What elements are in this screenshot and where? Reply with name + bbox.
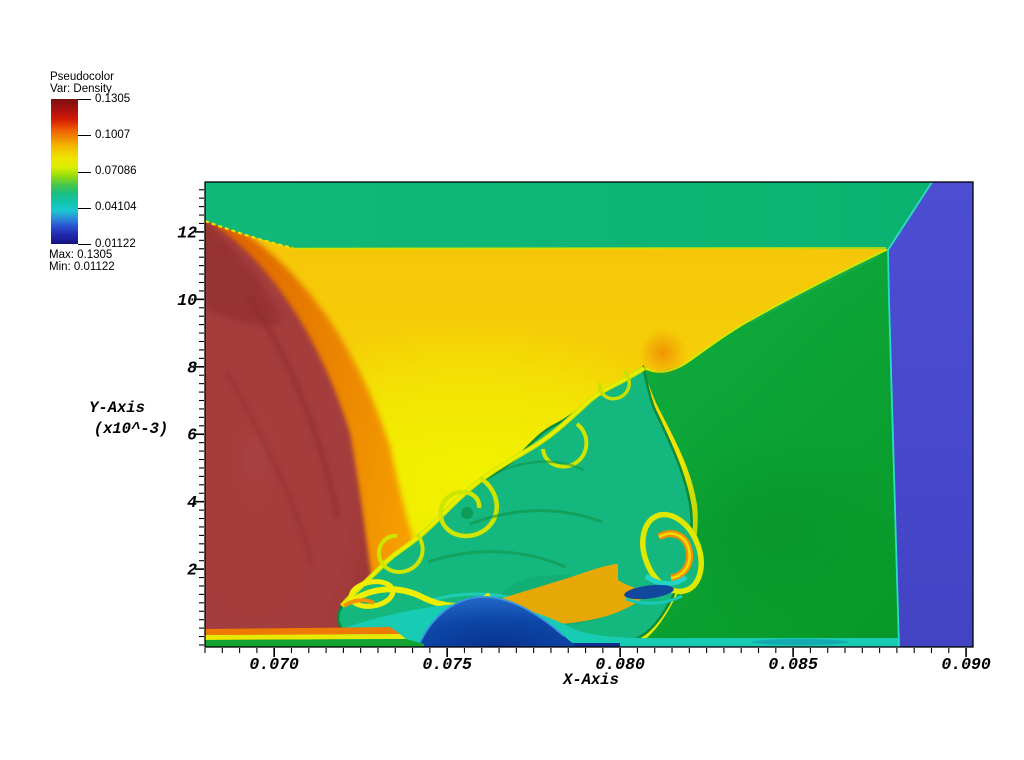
x-axis-title: X-Axis — [562, 671, 619, 689]
y-tick-label: 2 — [187, 561, 197, 580]
plot-border — [204, 181, 974, 648]
x-tick-label: 0.085 — [768, 655, 818, 674]
orange-dash — [342, 598, 375, 608]
legend-tick-label: 0.01122 — [95, 237, 136, 250]
green-diagonal-tint — [749, 253, 881, 324]
y-tick-label: 8 — [187, 358, 197, 377]
navy-hump-rim — [417, 595, 565, 647]
tongue-cyan-crescent — [644, 573, 688, 587]
legend-tick-line — [78, 244, 91, 245]
vortex-curl — [598, 369, 631, 401]
legend-tick-label: 0.1007 — [95, 128, 131, 141]
y-axis-ticks — [195, 189, 204, 646]
vortex-curl-core — [461, 507, 473, 519]
legend-tick-label: 0.04104 — [95, 201, 137, 214]
legend-min-label: Min: 0.01122 — [49, 261, 115, 273]
region-top-band — [205, 182, 932, 249]
legend-tick-line — [78, 135, 91, 137]
y-axis-title-line1: Y-Axis — [89, 399, 145, 417]
bottom-stripe-green — [205, 639, 424, 647]
y-axis-tick-labels: 2 4 6 8 10 12 — [177, 223, 197, 579]
legend-title: Pseudocolor — [50, 71, 114, 83]
band-edge-line — [292, 247, 887, 250]
shock-orange-blush — [639, 329, 687, 377]
colorbar-gradient — [51, 99, 78, 244]
legend-tick-line — [78, 171, 91, 173]
legend-tick-label: 0.1305 — [95, 92, 131, 105]
plot-canvas[interactable] — [195, 182, 973, 660]
y-tick-label: 12 — [177, 223, 197, 242]
green-shade — [645, 430, 905, 630]
red-streak — [224, 370, 314, 565]
x-tick-label: 0.090 — [941, 655, 991, 674]
x-tick-label: 0.070 — [249, 655, 299, 674]
pool-green-arc — [427, 550, 567, 569]
colorbar-legend: Pseudocolor Var: Density 0.1305 0.1007 0.0… — [49, 71, 209, 281]
bottom-smudge — [752, 639, 848, 645]
bottom-stripe-yellow — [205, 634, 406, 640]
legend-tick-label: 0.07086 — [95, 165, 137, 177]
cyan-arc — [625, 594, 683, 605]
region-blue-column — [888, 182, 973, 647]
pool-green-arc — [469, 509, 603, 526]
tongue-core-highlight — [658, 532, 691, 580]
legend-max-label: Max: 0.1305 — [49, 249, 113, 261]
pool-green-arc — [497, 460, 585, 474]
navy-streak — [624, 584, 674, 600]
x-tick-label: 0.075 — [422, 655, 472, 674]
bottom-stripe-orange — [205, 627, 400, 635]
y-tick-label: 10 — [177, 291, 197, 310]
yellow-ring — [348, 579, 396, 609]
blue-cyan-edge — [887, 182, 933, 647]
x-axis-ticks — [204, 648, 967, 657]
x-tick-label: 0.080 — [595, 655, 645, 674]
band-red-dotted-boundary — [205, 219, 294, 250]
y-axis-title-line2: (x10^-3) — [94, 420, 168, 438]
y-tick-label: 4 — [187, 493, 197, 512]
x-axis-tick-labels: 0.070 0.075 0.080 0.085 0.090 — [249, 655, 990, 674]
y-tick-label: 6 — [187, 426, 197, 445]
vortex-curl — [438, 476, 499, 539]
vortex-curl — [541, 422, 589, 469]
region-red-wedge — [205, 219, 390, 647]
navy-hump — [418, 596, 577, 647]
legend-subtitle: Var: Density — [50, 83, 112, 95]
legend-tick-line — [78, 99, 91, 100]
vortex-curl — [376, 532, 425, 574]
red-dark-top — [205, 226, 282, 325]
legend-tick-line — [78, 207, 91, 209]
